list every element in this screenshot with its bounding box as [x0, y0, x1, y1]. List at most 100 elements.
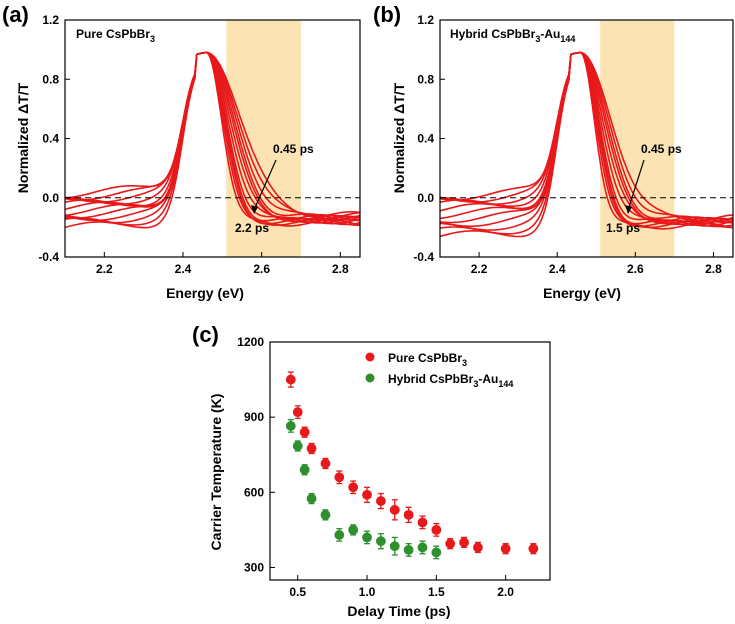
data-point-hybrid: [292, 441, 303, 451]
legend-label-pure: Pure CsPbBr3: [388, 351, 467, 368]
spectrum-curve: [439, 51, 734, 226]
spectrum-curve: [439, 51, 733, 235]
y-tick-label: 900: [244, 410, 264, 424]
data-point-pure: [500, 543, 511, 554]
data-point-pure: [306, 443, 317, 454]
spectrum-curve: [64, 51, 361, 226]
spectrum-curve: [64, 51, 361, 220]
panel-b-curves: [439, 51, 734, 238]
panel-a-title: Pure CsPbBr3: [76, 27, 155, 44]
x-tick-label: 1.5: [428, 585, 445, 599]
spectrum-curve: [439, 51, 734, 227]
data-point-pure: [362, 489, 372, 500]
data-point-hybrid: [417, 542, 428, 553]
x-tick-label: 2.8: [705, 262, 722, 276]
x-tick-label: 2.2: [471, 262, 488, 276]
x-tick-label: 2.6: [253, 262, 270, 276]
panel-c-legend: Pure CsPbBr3 Hybrid CsPbBr3-Au144: [365, 351, 513, 389]
spectrum-curve: [440, 51, 734, 223]
data-point-hybrid: [403, 545, 414, 555]
panel-c-label: (c): [192, 322, 219, 347]
data-point-pure: [375, 496, 386, 506]
data-point-pure: [417, 517, 428, 528]
data-point-hybrid: [285, 421, 296, 431]
panel-b-x-ticks: 2.2 2.4 2.6 2.8: [471, 252, 722, 276]
x-tick-label: 2.4: [549, 262, 566, 276]
panel-a-y-label: Normalized ΔT/T: [15, 82, 31, 193]
data-point-pure: [431, 524, 442, 535]
panel-c: (c) 0.5 1.0 1.5 2.0 300 600 900 1200 Delay Tim…: [192, 322, 551, 619]
panel-a-arrow: [253, 159, 277, 211]
x-tick-label: 2.2: [96, 262, 113, 276]
panel-a-annotation-start: 0.45 ps: [273, 142, 314, 156]
data-point-pure: [299, 427, 310, 438]
data-point-hybrid: [306, 493, 317, 504]
panel-b-arrow-head: [625, 205, 632, 214]
data-point-hybrid: [334, 530, 345, 540]
panel-c-y-ticks: 300 600 900 1200: [237, 335, 275, 574]
panel-a-curves: [64, 51, 361, 229]
panel-b-annotation-start: 0.45 ps: [641, 142, 682, 156]
legend-label-hybrid: Hybrid CsPbBr3-Au144: [388, 372, 513, 389]
data-point-pure: [473, 542, 483, 553]
panel-c-x-ticks: 0.5 1.0 1.5 2.0: [289, 575, 514, 599]
data-point-pure: [334, 472, 345, 483]
data-point-hybrid: [362, 532, 372, 543]
panel-b-label: (b): [373, 2, 401, 27]
y-tick-label: 300: [244, 560, 264, 574]
spectrum-curve: [439, 51, 734, 222]
legend-marker-pure: [365, 352, 375, 362]
y-tick-label: -0.4: [413, 250, 434, 264]
panel-c-frame: [269, 341, 551, 581]
data-point-pure: [459, 537, 469, 548]
data-point-pure: [445, 538, 456, 549]
panel-a: (a) 2.2 2.4 2.6 2.8 -0.4 0.0 0.4 0.8 1.2 Energy…: [2, 2, 361, 301]
panel-b-arrow: [627, 159, 645, 211]
spectrum-curve: [64, 51, 361, 218]
x-tick-label: 1.0: [359, 585, 376, 599]
data-point-pure: [403, 509, 414, 520]
panel-a-x-ticks: 2.2 2.4 2.6 2.8: [96, 252, 349, 276]
data-point-pure: [528, 543, 539, 554]
panel-b-x-label: Energy (eV): [543, 285, 621, 301]
panel-a-arrow-head: [251, 205, 258, 214]
panel-b-y-ticks: -0.4 0.0 0.4 0.8 1.2: [413, 13, 445, 264]
panel-c-points: [285, 371, 539, 560]
data-point-hybrid: [320, 509, 331, 520]
x-tick-label: 2.6: [627, 262, 644, 276]
spectrum-curve: [64, 51, 361, 227]
data-point-hybrid: [431, 547, 442, 558]
data-point-pure: [320, 458, 331, 469]
panel-a-x-label: Energy (eV): [166, 285, 244, 301]
y-tick-label: 0.4: [417, 132, 434, 146]
panel-a-annotation-end: 2.2 ps: [235, 221, 269, 235]
y-tick-label: 0.4: [42, 132, 59, 146]
spectrum-curve: [439, 51, 734, 228]
data-point-hybrid: [348, 524, 359, 535]
data-point-pure: [285, 374, 296, 385]
panel-b-title: Hybrid CsPbBr3-Au144: [450, 27, 575, 44]
spectrum-curve: [64, 51, 361, 220]
panel-c-x-label: Delay Time (ps): [347, 603, 450, 619]
x-tick-label: 2.8: [332, 262, 349, 276]
panel-a-label: (a): [2, 2, 29, 27]
panel-b: (b) 2.2 2.4 2.6 2.8 -0.4 0.0 0.4 0.8 1.2 Energy…: [373, 2, 734, 301]
panel-b-annotation-end: 1.5 ps: [606, 221, 640, 235]
data-point-hybrid: [375, 536, 386, 547]
spectrum-curve: [64, 51, 361, 223]
data-point-hybrid: [299, 464, 310, 475]
y-tick-label: -0.4: [38, 250, 59, 264]
data-point-hybrid: [389, 541, 400, 552]
y-tick-label: 1.2: [42, 13, 59, 27]
panel-b-y-label: Normalized ΔT/T: [391, 82, 407, 193]
y-tick-label: 0.0: [42, 191, 59, 205]
y-tick-label: 0.0: [417, 191, 434, 205]
panel-a-y-ticks: -0.4 0.0 0.4 0.8 1.2: [38, 13, 70, 264]
y-tick-label: 1.2: [417, 13, 434, 27]
y-tick-label: 0.8: [417, 72, 434, 86]
data-point-pure: [389, 504, 400, 515]
x-tick-label: 2.0: [497, 585, 514, 599]
y-tick-label: 600: [244, 485, 264, 499]
data-point-pure: [348, 482, 359, 493]
